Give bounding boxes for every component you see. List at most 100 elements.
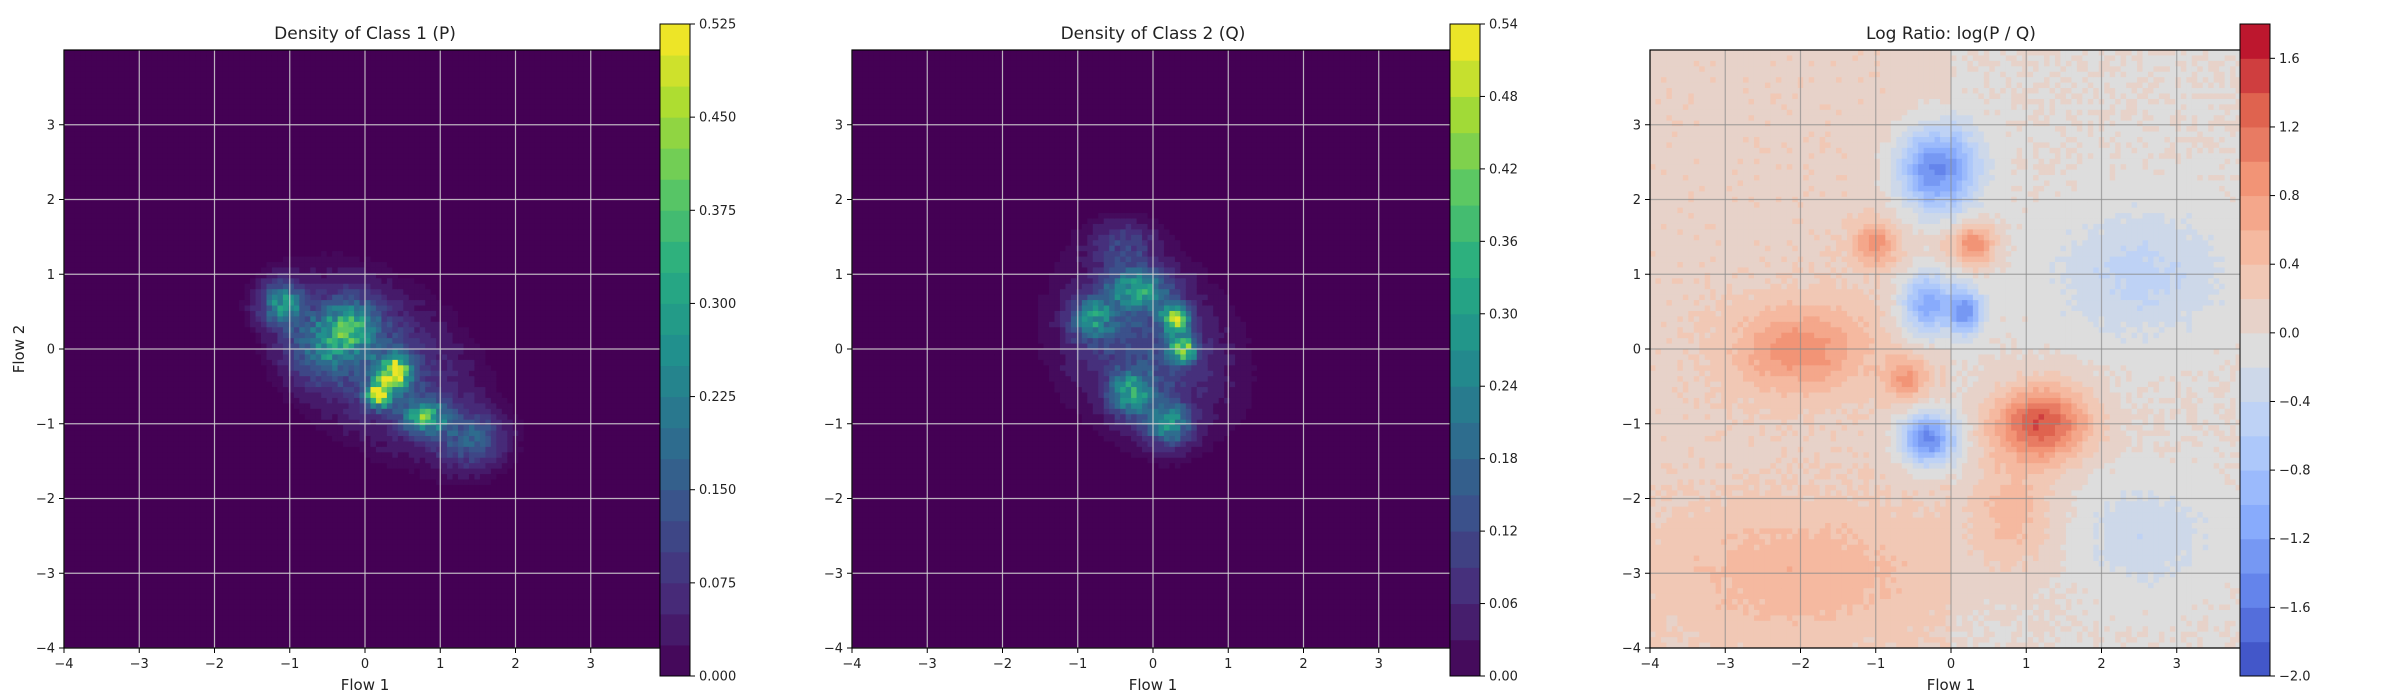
chart-title: Density of Class 1 (P)	[274, 24, 456, 44]
colorbar-segment	[660, 520, 690, 553]
x-axis-label: Flow 1	[341, 676, 390, 694]
colorbar-tick-label: 0.150	[699, 483, 736, 498]
colorbar-segment	[2240, 24, 2270, 59]
y-tick-label: −4	[824, 642, 843, 657]
colorbar-segment	[660, 458, 690, 491]
colorbar-tick-label: 0.06	[1489, 597, 1518, 612]
x-tick-label: −4	[54, 657, 73, 672]
colorbar-segment	[660, 210, 690, 242]
y-tick-label: 0	[47, 343, 55, 358]
colorbar-segment	[2240, 229, 2270, 265]
colorbar-tick-label: −0.4	[2279, 395, 2311, 410]
colorbar-segment	[660, 613, 690, 646]
colorbar-tick-label: 0.4	[2279, 258, 2300, 273]
colorbar-segment	[660, 179, 690, 211]
x-axis-label: Flow 1	[1927, 676, 1976, 694]
panel-2: −4 −3 −2 −1 0 1 2 3 −4 −3 −2 −1 0 1 2 3 Density of Class…	[824, 18, 1518, 695]
y-tick-label: −3	[36, 567, 55, 582]
colorbar-tick-label: −0.8	[2279, 464, 2311, 479]
colorbar-segment	[1450, 531, 1480, 568]
colorbar-segment	[660, 427, 690, 460]
colorbar-tick-label: 0.8	[2279, 189, 2300, 204]
x-axis-label: Flow 1	[1129, 676, 1178, 694]
colorbar-segment	[660, 148, 690, 180]
colorbar-segment	[1450, 60, 1480, 97]
colorbar-tick-label: 0.36	[1489, 235, 1518, 250]
colorbar-tick-label: 1.6	[2279, 52, 2300, 67]
colorbar-segment	[660, 551, 690, 584]
y-tick-label: 1	[835, 268, 843, 283]
axis-ticks: −4 −3 −2 −1 0 1 2 3 −4 −3 −2 −1 0 1 2 3	[1622, 118, 2181, 672]
colorbar-segment	[660, 241, 690, 273]
x-tick-label: −2	[205, 657, 224, 672]
colorbar-tick-label: 0.300	[699, 297, 736, 312]
x-tick-label: −2	[993, 657, 1012, 672]
colorbar-segment	[660, 644, 690, 677]
colorbar-segment	[1450, 168, 1480, 206]
colorbar-tick-label: −2.0	[2279, 670, 2311, 685]
panels-layer: −4 −3 −2 −1 0 1 2 3 −4 −3 −2 −1 0 1 2 3 Density of Class…	[10, 18, 2311, 695]
colorbar-segment	[1450, 24, 1480, 61]
x-tick-label: −1	[280, 657, 299, 672]
colorbar-tick-label: 0.225	[699, 390, 736, 405]
colorbar-tick-label: 0.450	[699, 111, 736, 126]
panel-1: −4 −3 −2 −1 0 1 2 3 −4 −3 −2 −1 0 1 2 3 Density of Class…	[10, 18, 736, 695]
colorbar-segment	[1450, 205, 1480, 242]
colorbar-frame	[1449, 23, 1481, 677]
x-tick-label: −3	[1716, 657, 1735, 672]
colorbar-segment	[1450, 422, 1480, 460]
colorbar-segment	[1450, 350, 1480, 387]
colorbar-segment	[1450, 494, 1480, 532]
colorbar-tick-label: 0.075	[699, 576, 736, 591]
y-tick-label: −1	[1622, 417, 1641, 432]
colorbar: 0.00 0.06 0.12 0.18 0.24 0.30 0.36 0.42 0.48 0.54	[1449, 18, 1518, 685]
colorbar-tick-label: 1.2	[2279, 120, 2300, 135]
x-tick-label: 3	[587, 657, 595, 672]
colorbar-segment	[660, 396, 690, 429]
colorbar-segment	[1450, 313, 1480, 351]
colorbar: −2.0 −1.6 −1.2 −0.8 −0.4 0.0 0.4 0.8 1.2 1.6	[2239, 23, 2311, 685]
colorbar-segment	[1450, 639, 1480, 677]
y-tick-label: −3	[824, 567, 843, 582]
y-tick-label: −3	[1622, 567, 1641, 582]
x-tick-label: 2	[1299, 657, 1307, 672]
axis-ticks: −4 −3 −2 −1 0 1 2 3 −4 −3 −2 −1 0 1 2 3	[36, 118, 595, 672]
colorbar-segment	[660, 24, 690, 56]
x-tick-label: 1	[436, 657, 444, 672]
y-axis-label: Flow 2	[10, 325, 28, 374]
colorbar-segment	[660, 86, 690, 118]
y-tick-label: −2	[824, 492, 843, 507]
colorbar-tick-label: 0.375	[699, 204, 736, 219]
axis-ticks: −4 −3 −2 −1 0 1 2 3 −4 −3 −2 −1 0 1 2 3	[824, 118, 1383, 672]
x-tick-label: 1	[2022, 657, 2030, 672]
colorbar-segment	[2240, 538, 2270, 574]
colorbar-segment	[1450, 603, 1480, 641]
x-tick-label: 2	[511, 657, 519, 672]
chart-title: Log Ratio: log(P / Q)	[1866, 24, 2036, 44]
x-tick-label: 0	[361, 657, 369, 672]
colorbar-segment	[2240, 470, 2270, 505]
colorbar-segment	[660, 117, 690, 149]
colorbar-segment	[2240, 367, 2270, 402]
colorbar-segment	[660, 582, 690, 615]
colorbar-tick-label: 0.00	[1489, 670, 1518, 685]
y-tick-label: 0	[1633, 343, 1641, 358]
colorbar-segment	[1450, 277, 1480, 315]
colorbar-segment	[2240, 195, 2270, 231]
colorbar-segment	[2240, 401, 2270, 437]
y-tick-label: −1	[824, 417, 843, 432]
y-tick-label: −4	[1622, 642, 1641, 657]
colorbar-tick-label: 0.24	[1489, 380, 1518, 395]
colorbar-segment	[2240, 298, 2270, 334]
y-tick-label: 1	[1633, 268, 1641, 283]
colorbar-segment	[2240, 573, 2270, 608]
colorbar-segment	[2240, 161, 2270, 197]
y-tick-label: −2	[1622, 492, 1641, 507]
y-tick-label: 3	[835, 118, 843, 133]
colorbar-segment	[1450, 386, 1480, 423]
colorbar-tick-label: −1.2	[2279, 532, 2311, 547]
x-tick-label: −1	[1068, 657, 1087, 672]
x-tick-label: 3	[1375, 657, 1383, 672]
colorbar-tick-label: 0.54	[1489, 18, 1518, 33]
